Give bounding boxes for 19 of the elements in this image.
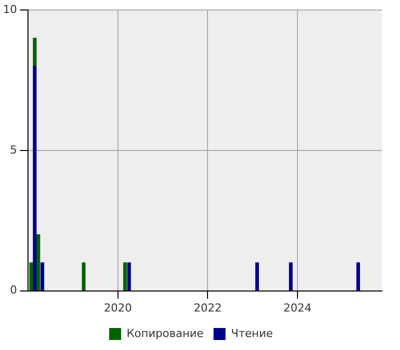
bar — [255, 262, 259, 291]
bar — [32, 38, 37, 66]
x-tick-label: 2024 — [284, 301, 312, 314]
legend-label: Копирование — [126, 326, 204, 340]
bar — [40, 262, 44, 291]
x-tick-label: 2022 — [194, 301, 222, 314]
y-tick-label: 0 — [10, 284, 17, 297]
bar — [29, 262, 33, 291]
y-tick-label: 5 — [10, 143, 17, 156]
bar — [82, 262, 86, 291]
bar — [127, 262, 131, 291]
bar — [32, 66, 37, 291]
bar — [288, 262, 293, 291]
legend-label: Чтение — [231, 326, 274, 340]
x-tick-label: 2020 — [104, 301, 132, 314]
bar — [123, 262, 127, 291]
bar — [356, 262, 360, 291]
y-tick-label: 10 — [2, 2, 17, 16]
bar — [36, 234, 40, 291]
